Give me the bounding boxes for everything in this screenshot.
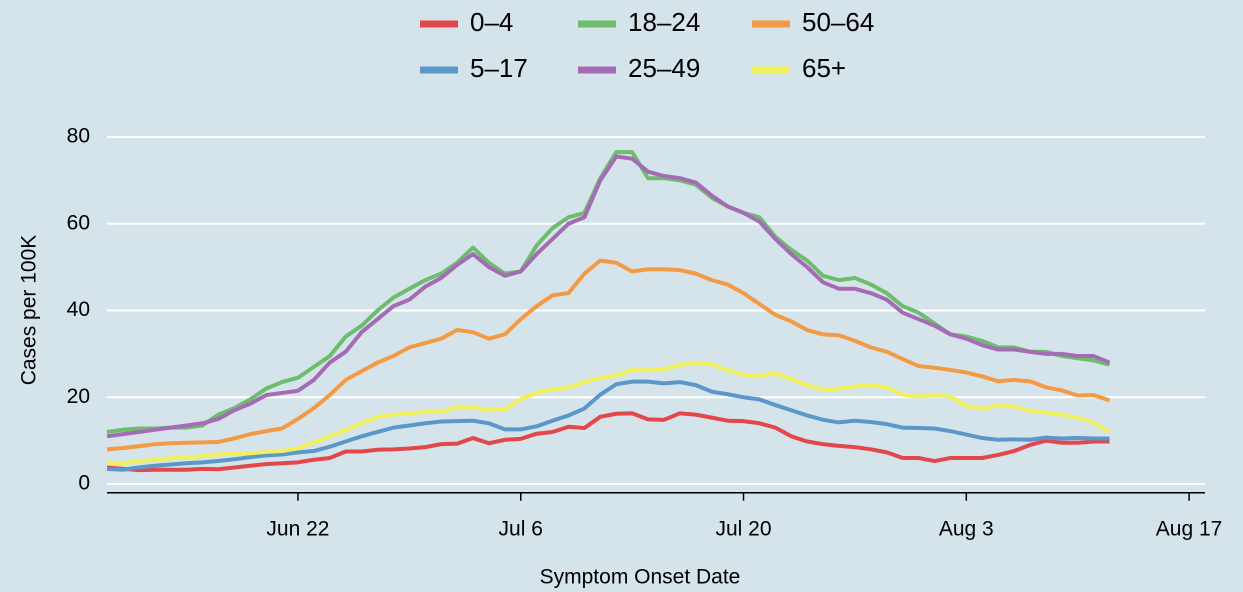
x-tick-label: Jul 6 <box>499 518 543 541</box>
data-line <box>106 154 1111 439</box>
y-tick-label: 80 <box>67 125 90 148</box>
y-tick-label: 0 <box>78 472 90 495</box>
legend-label: 18–24 <box>628 7 700 37</box>
x-tick-label: Aug 17 <box>1156 518 1223 541</box>
legend-label: 50–64 <box>802 7 874 37</box>
legend-label: 0–4 <box>470 7 513 37</box>
data-line <box>106 411 1110 473</box>
legend-label: 5–17 <box>470 53 528 83</box>
data-line <box>106 379 1110 472</box>
legend-label: 25–49 <box>628 53 700 83</box>
y-tick-label: 40 <box>67 298 90 321</box>
y-tick-label: 20 <box>67 385 90 408</box>
x-tick-label: Jul 20 <box>715 518 771 541</box>
y-tick-label: 60 <box>67 211 90 234</box>
x-axis-title: Symptom Onset Date <box>540 566 741 589</box>
legend-label: 65+ <box>802 53 846 83</box>
data-line <box>106 361 1111 466</box>
x-tick-label: Aug 3 <box>939 518 994 541</box>
x-tick-label: Jun 22 <box>266 518 329 541</box>
data-line <box>106 258 1111 452</box>
y-axis-title: Cases per 100K <box>18 235 41 386</box>
